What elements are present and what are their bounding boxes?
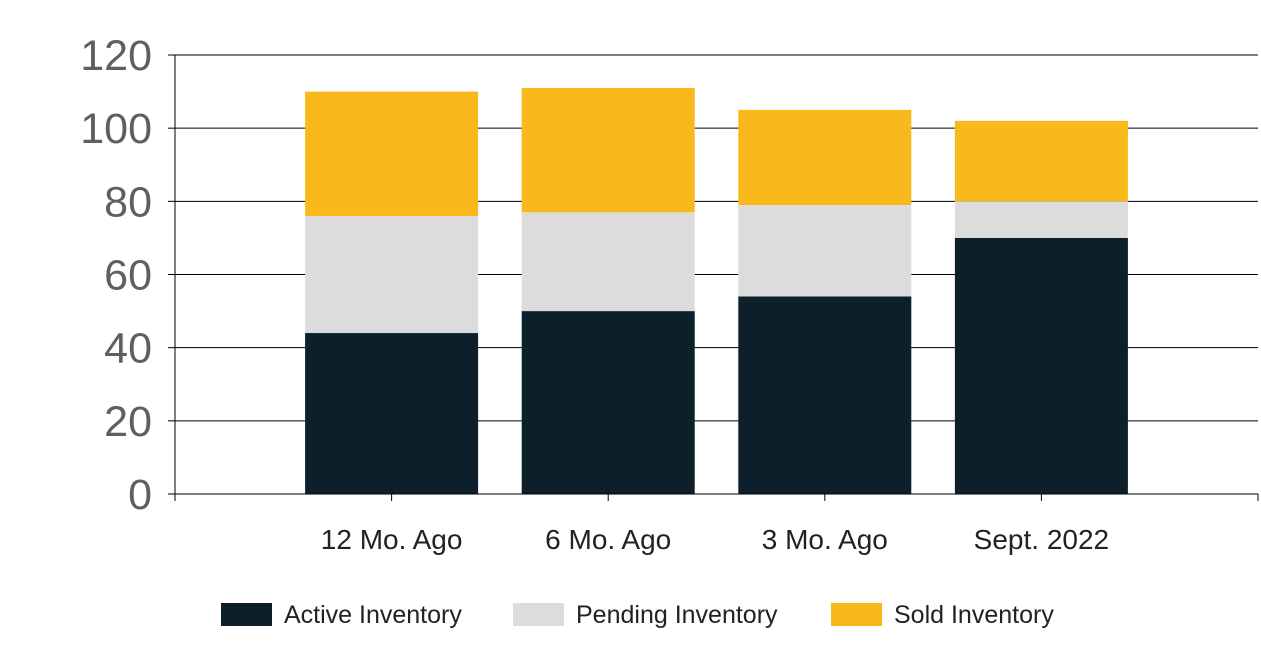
y-tick-label-100: 100 [80, 105, 152, 153]
legend-swatch-pending-inventory [513, 603, 564, 626]
x-tick-label-1: 6 Mo. Ago [545, 524, 671, 555]
x-tick-label-2: 3 Mo. Ago [762, 524, 888, 555]
legend-swatch-active-inventory [221, 603, 272, 626]
bar-sold-inventory-0 [305, 91, 479, 216]
legend-label-active-inventory: Active Inventory [284, 601, 462, 629]
y-axis-tick-labels: 0 20 40 60 80 100 120 [80, 32, 152, 519]
bar-sold-inventory-1 [521, 87, 695, 213]
x-axis-tick-labels: 12 Mo. Ago 6 Mo. Ago 3 Mo. Ago Sept. 2022 [321, 524, 1109, 555]
bar-sold-inventory-3 [954, 120, 1128, 202]
x-tick-label-0: 12 Mo. Ago [321, 524, 463, 555]
bar-pending-inventory-3 [954, 201, 1128, 238]
axes [168, 54, 1259, 501]
y-tick-label-60: 60 [104, 252, 152, 300]
y-tick-label-120: 120 [80, 32, 152, 80]
y-tick-label-0: 0 [128, 471, 152, 519]
legend: Active Inventory Pending Inventory Sold In… [221, 601, 1054, 629]
bar-active-inventory-2 [738, 296, 912, 494]
legend-label-pending-inventory: Pending Inventory [576, 601, 778, 629]
y-tick-label-40: 40 [104, 325, 152, 373]
bars [305, 87, 1128, 494]
bar-active-inventory-3 [954, 237, 1128, 494]
bar-pending-inventory-2 [738, 204, 912, 297]
x-tick-label-3: Sept. 2022 [974, 524, 1109, 555]
bar-active-inventory-0 [305, 333, 479, 494]
legend-swatch-sold-inventory [831, 603, 882, 626]
legend-label-sold-inventory: Sold Inventory [894, 601, 1054, 629]
y-tick-label-20: 20 [104, 398, 152, 446]
bar-sold-inventory-2 [738, 109, 912, 205]
bar-pending-inventory-1 [521, 212, 695, 312]
bar-pending-inventory-0 [305, 215, 479, 334]
y-tick-label-80: 80 [104, 178, 152, 226]
bar-active-inventory-1 [521, 311, 695, 494]
